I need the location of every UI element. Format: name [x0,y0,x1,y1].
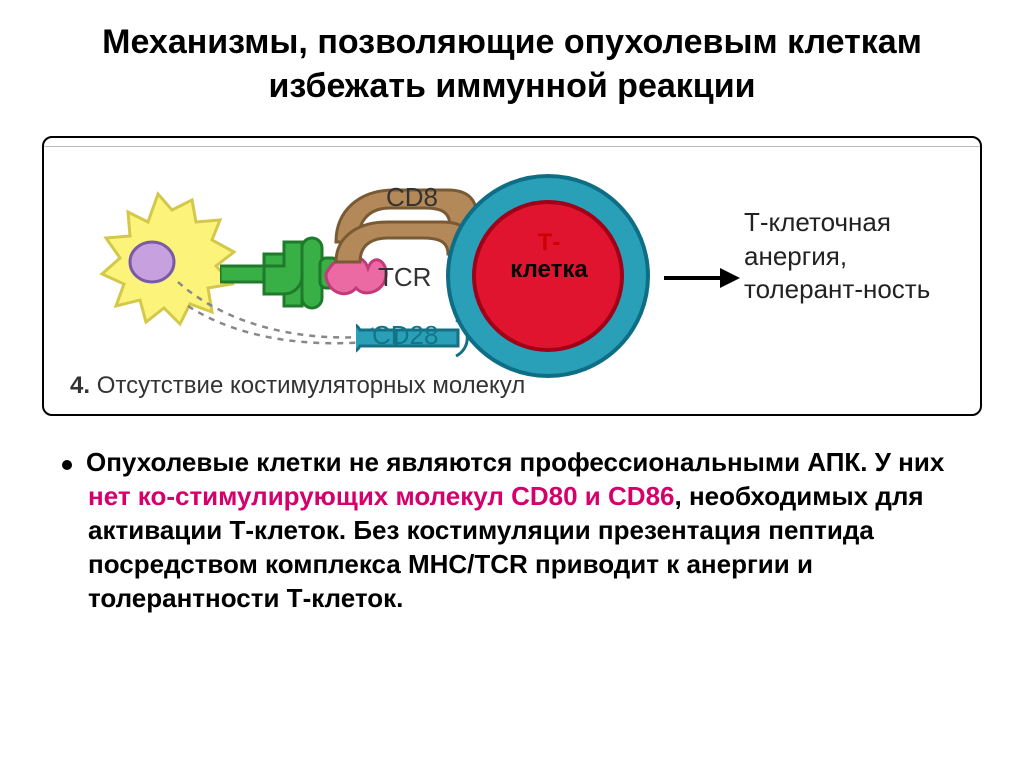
diagram-frame: Т- клетка CD8 TCR CD28 Т-клеточная анерг… [42,136,982,416]
diagram-caption: 4. Отсутствие костимуляторных молекул [70,372,525,400]
para-pre: Опухолевые клетки не являются профессион… [86,447,944,477]
body-paragraph: Опухолевые клетки не являются профессион… [62,446,962,615]
caption-number: 4. [70,372,90,399]
arrow-icon [662,264,740,292]
page-title: Механизмы, позволяющие опухолевым клетка… [40,20,984,108]
t-cell-label-top: Т- [538,229,561,256]
outcome-text: Т-клеточная анергия, толерант-ность [744,206,964,306]
tcr-label: TCR [378,262,431,293]
bullet-icon [62,460,72,470]
t-cell-label: Т- клетка [484,230,614,283]
cd8-label: CD8 [386,182,438,213]
t-cell-label-bot: клетка [510,256,587,283]
para-highlight: нет ко-стимулирующих молекул CD80 и CD86 [88,481,675,511]
cd28-label: CD28 [372,320,438,351]
caption-text: Отсутствие костимуляторных молекул [97,372,526,399]
